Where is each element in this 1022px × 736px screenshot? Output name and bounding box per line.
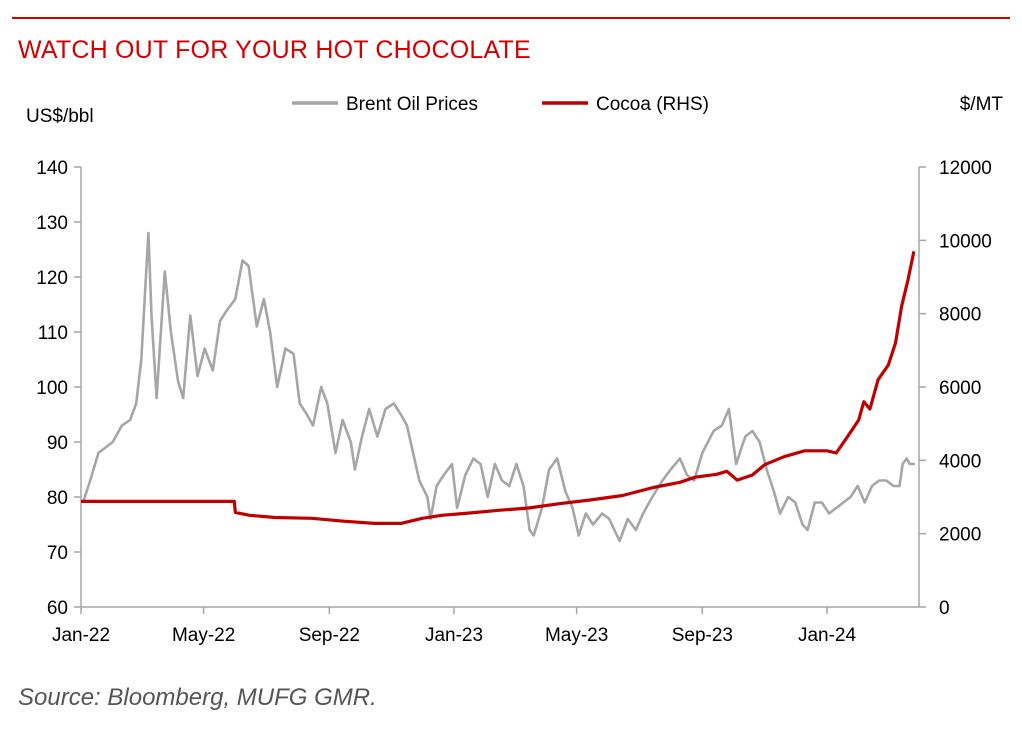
right-tick-label: 0 [939,598,950,619]
legend-label-brent: Brent Oil Prices [346,94,478,115]
left-tick-label: 110 [38,323,68,344]
top-rule [12,17,1010,19]
x-tick-label: Sep-22 [299,625,360,646]
left-tick-label: 140 [36,158,68,179]
axes [80,167,920,608]
left-tick-label: 70 [47,543,68,564]
left-tick-label: 130 [36,213,68,234]
right-axis-label: $/MT [960,94,1004,115]
left-tick-label: 60 [47,598,68,619]
x-tick-label: May-23 [545,625,608,646]
x-tick-label: Sep-23 [672,625,733,646]
right-axis-ticks: 0 2000 4000 6000 8000 10000 12000 [919,158,992,619]
right-tick-label: 4000 [939,451,981,472]
series-lines [81,231,916,543]
right-tick-label: 6000 [939,378,981,399]
legend-label-cocoa: Cocoa (RHS) [596,94,709,115]
right-tick-label: 12000 [939,158,992,179]
left-tick-label: 120 [36,268,68,289]
x-tick-label: Jan-24 [798,625,857,646]
series-line-brent-oil [81,231,915,543]
source-note: Source: Bloomberg, MUFG GMR. [18,684,377,711]
left-tick-label: 80 [47,488,68,509]
left-tick-label: 90 [47,433,68,454]
right-tick-label: 8000 [939,305,981,326]
left-axis-label: US$/bbl [26,106,94,127]
x-tick-label: Jan-23 [425,625,483,646]
right-tick-label: 10000 [939,231,992,252]
left-axis-ticks: 60 70 80 90 100 110 120 130 140 [36,158,81,619]
legend: Brent Oil Prices Cocoa (RHS) [292,94,709,115]
right-tick-label: 2000 [939,525,981,546]
x-tick-label: May-22 [172,625,235,646]
x-tick-label: Jan-22 [52,625,110,646]
x-axis-ticks: Jan-22 May-22 Sep-22 Jan-23 May-23 Sep-23 Jan-… [52,607,857,646]
series-line-cocoa [81,250,916,526]
left-tick-label: 100 [36,378,68,399]
chart-title: WATCH OUT FOR YOUR HOT CHOCOLATE [18,36,531,64]
